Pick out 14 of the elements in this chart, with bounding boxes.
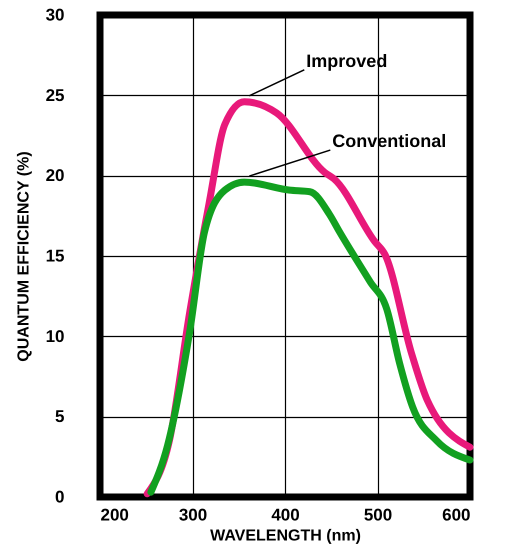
y-tick-label: 25 (46, 86, 64, 105)
y-tick-label: 20 (46, 166, 64, 186)
y-tick-label: 0 (55, 488, 64, 506)
x-tick-label: 400 (271, 506, 300, 524)
y-axis-title: QUANTUM EFFICIENCY (%) (16, 151, 33, 362)
y-tick-label: 10 (46, 326, 64, 346)
x-tick-label: 600 (442, 506, 470, 524)
x-axis-title: WAVELENGTH (nm) (210, 528, 361, 544)
y-tick-label: 15 (46, 246, 64, 266)
x-tick-label: 500 (364, 506, 392, 524)
x-tick-label: 200 (100, 506, 129, 524)
x-tick-label: 300 (178, 506, 208, 524)
y-tick-label: 5 (55, 407, 64, 426)
y-tick-label: 30 (46, 6, 64, 24)
